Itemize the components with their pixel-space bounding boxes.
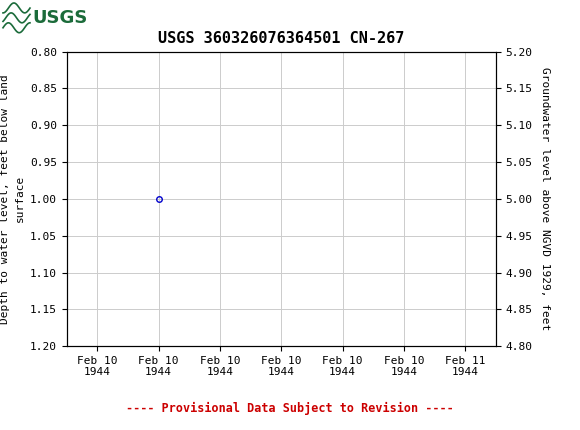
Title: USGS 360326076364501 CN-267: USGS 360326076364501 CN-267 xyxy=(158,31,404,46)
Y-axis label: Depth to water level, feet below land
surface: Depth to water level, feet below land su… xyxy=(1,74,24,324)
Text: USGS: USGS xyxy=(32,9,88,27)
Text: ---- Provisional Data Subject to Revision ----: ---- Provisional Data Subject to Revisio… xyxy=(126,402,454,415)
Y-axis label: Groundwater level above NGVD 1929, feet: Groundwater level above NGVD 1929, feet xyxy=(539,67,550,331)
Bar xyxy=(0,0,90,36)
